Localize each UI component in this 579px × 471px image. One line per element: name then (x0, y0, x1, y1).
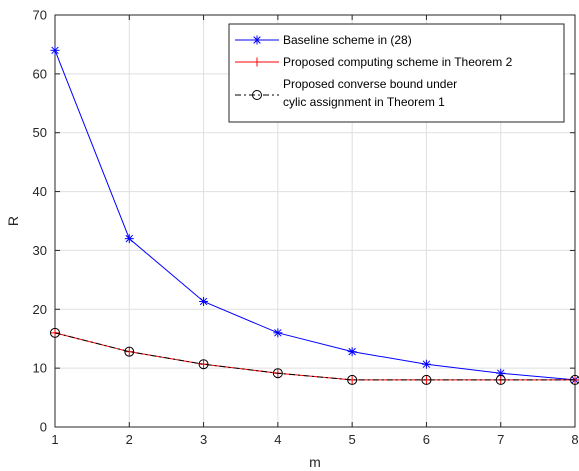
y-tick-label: 40 (33, 184, 47, 199)
legend-marker (252, 57, 262, 67)
x-tick-label: 3 (200, 432, 207, 447)
y-tick-label: 20 (33, 302, 47, 317)
legend-entry-1: Proposed computing scheme in Theorem 2 (235, 55, 513, 69)
y-tick-label: 50 (33, 125, 47, 140)
data-point (50, 45, 60, 55)
data-point (495, 374, 506, 385)
data-point (347, 347, 357, 357)
data-point (272, 368, 283, 379)
data-point (50, 327, 60, 338)
legend-box (228, 23, 565, 123)
legend-entry-2: Proposed converse bound under cylic assig… (235, 77, 457, 109)
data-point (421, 359, 431, 369)
x-tick-label: 1 (51, 432, 58, 447)
legend-marker (252, 35, 262, 45)
y-tick-label: 70 (33, 8, 47, 23)
data-point (198, 359, 209, 370)
series-2 (50, 327, 579, 385)
data-point (273, 328, 283, 338)
legend-label: Proposed computing scheme in Theorem 2 (283, 55, 513, 69)
legend-label: Baseline scheme in (28) (283, 33, 412, 47)
series-line (54, 332, 575, 381)
legend-label: Proposed converse bound under (283, 77, 457, 91)
legend: Baseline scheme in (28) Proposed computin… (228, 23, 565, 123)
x-tick-label: 6 (423, 432, 430, 447)
series-layer (50, 45, 579, 385)
x-tick-label: 5 (349, 432, 356, 447)
y-axis: 0 10 20 30 40 50 60 70 (33, 8, 575, 435)
data-point (50, 328, 60, 338)
y-tick-label: 10 (33, 361, 47, 376)
legend-marker (252, 90, 262, 100)
data-point (570, 374, 579, 385)
plot-area (54, 14, 576, 428)
y-tick-label: 0 (40, 420, 47, 435)
y-tick-label: 60 (33, 66, 47, 81)
x-tick-label: 7 (497, 432, 504, 447)
x-axis-label: m (309, 454, 321, 470)
legend-items: Baseline scheme in (28) Proposed computin… (235, 33, 513, 109)
x-tick-label: 8 (571, 432, 578, 447)
legend-entry-0: Baseline scheme in (28) (235, 33, 412, 47)
x-tick-label: 2 (126, 432, 133, 447)
x-axis: 1 2 3 4 5 6 7 8 (51, 15, 579, 447)
x-tick-label: 4 (274, 432, 281, 447)
data-point (199, 296, 209, 306)
y-axis-label: R (5, 216, 21, 226)
series-line (54, 50, 576, 381)
data-point (124, 234, 134, 244)
y-tick-label: 30 (33, 243, 47, 258)
data-point (347, 374, 358, 385)
data-point (124, 346, 135, 357)
data-point (421, 374, 432, 385)
legend-label: cylic assignment in Theorem 1 (283, 95, 445, 109)
